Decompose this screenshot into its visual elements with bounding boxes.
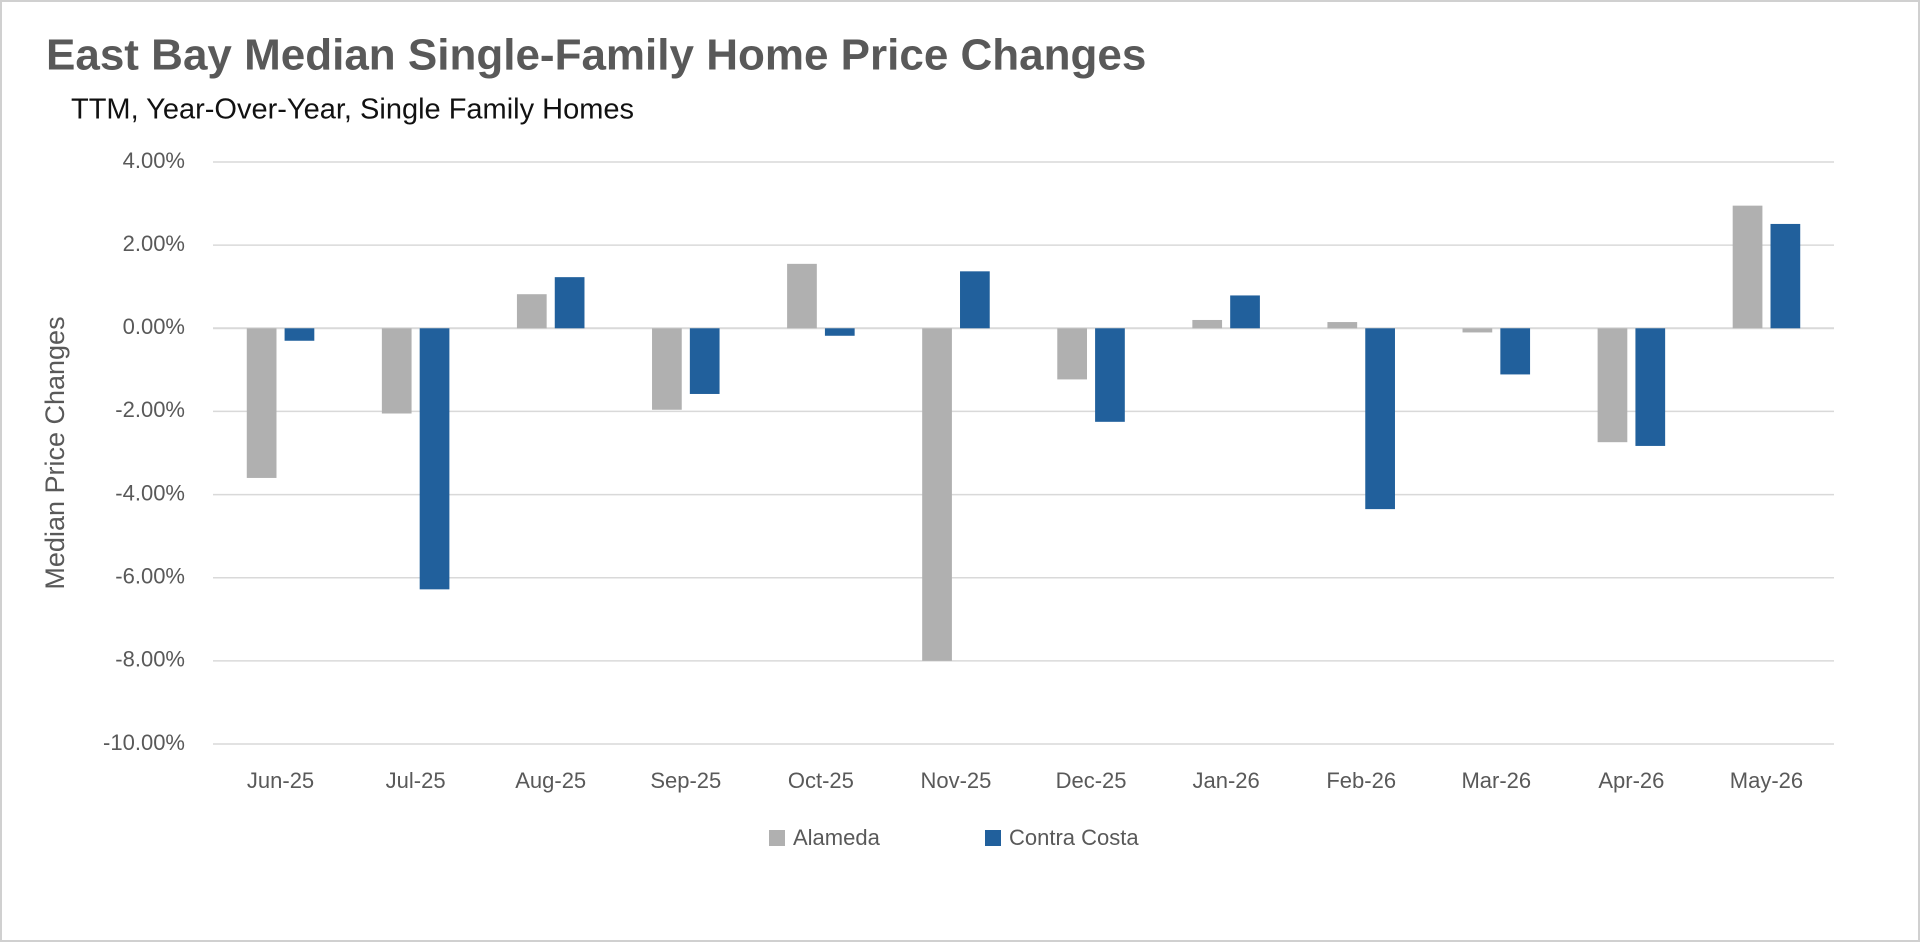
x-tick-label: Sep-25: [650, 768, 721, 793]
bar: [1365, 328, 1395, 510]
x-tick-label: Jan-26: [1192, 768, 1259, 793]
bar: [554, 277, 585, 329]
bar: [1635, 328, 1666, 446]
legend-swatch: [769, 830, 785, 846]
x-tick-label: Jun-25: [247, 768, 314, 793]
bar: [960, 271, 990, 329]
bar: [246, 328, 277, 478]
bar: [1192, 319, 1223, 329]
bar: [1462, 328, 1493, 333]
x-tick-label: May-26: [1730, 768, 1803, 793]
chart-subtitle: TTM, Year-Over-Year, Single Family Homes: [71, 94, 634, 126]
y-tick-label: -4.00%: [115, 480, 185, 505]
y-tick-label: -8.00%: [115, 647, 185, 672]
bar: [284, 328, 315, 341]
legend-label: Alameda: [793, 825, 881, 850]
y-tick-label: 2.00%: [123, 231, 185, 256]
bar: [824, 328, 855, 336]
y-tick-label: -6.00%: [115, 564, 185, 589]
y-tick-label: -10.00%: [103, 730, 185, 755]
bar: [1230, 295, 1260, 329]
bar: [1327, 322, 1358, 329]
x-tick-label: Oct-25: [788, 768, 854, 793]
bar: [419, 328, 450, 590]
bar: [1770, 223, 1801, 329]
legend-label: Contra Costa: [1009, 825, 1139, 850]
bar: [1597, 328, 1628, 443]
y-axis-label: Median Price Changes: [40, 316, 70, 589]
bar: [787, 263, 817, 329]
bar: [1732, 205, 1763, 329]
x-tick-label: Nov-25: [920, 768, 991, 793]
x-tick-label: Dec-25: [1056, 768, 1127, 793]
x-tick-label: Apr-26: [1598, 768, 1664, 793]
x-tick-label: Aug-25: [515, 768, 586, 793]
bar: [516, 294, 547, 329]
bar: [689, 328, 720, 394]
x-tick-label: Feb-26: [1326, 768, 1396, 793]
bar: [381, 328, 412, 414]
y-tick-label: 0.00%: [123, 314, 185, 339]
chart-title: East Bay Median Single-Family Home Price…: [46, 31, 1146, 80]
y-tick-label: -2.00%: [115, 397, 185, 422]
bar: [1095, 328, 1125, 422]
bar: [652, 328, 682, 410]
bar: [1500, 328, 1531, 375]
legend-swatch: [985, 830, 1001, 846]
x-tick-label: Mar-26: [1461, 768, 1531, 793]
bar: [1057, 328, 1087, 380]
x-tick-label: Jul-25: [386, 768, 446, 793]
y-tick-label: 4.00%: [123, 148, 185, 173]
bar: [922, 328, 952, 661]
